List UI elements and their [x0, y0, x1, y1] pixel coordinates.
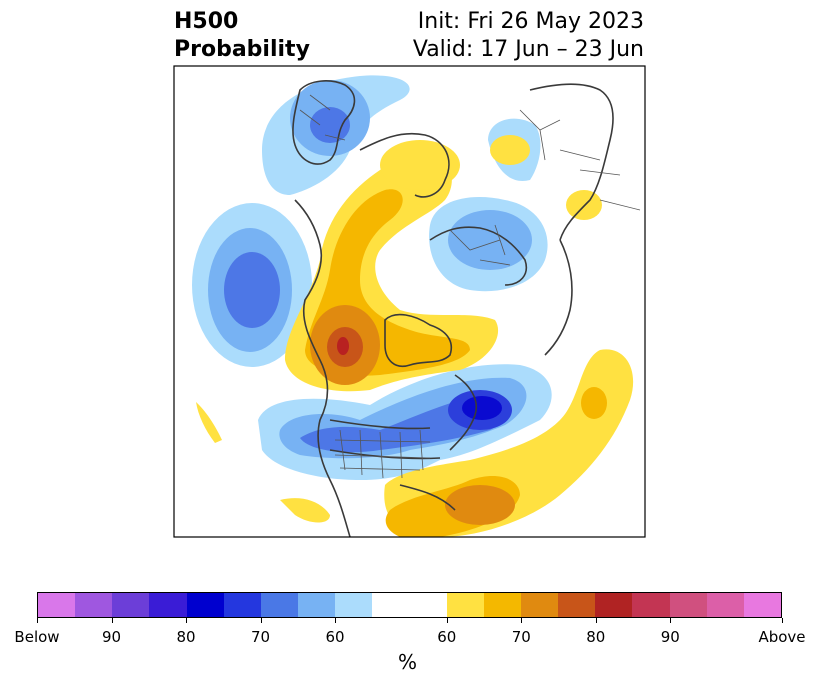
colorbar-segment	[186, 593, 224, 617]
colorbar-segment	[669, 593, 707, 617]
init-date: Init: Fri 26 May 2023	[417, 9, 644, 34]
colorbar-unit: %	[398, 650, 418, 674]
colorbar-tick-label: 70	[511, 628, 531, 646]
colorbar-tickmark	[37, 618, 38, 623]
valid-range: Valid: 17 Jun – 23 Jun	[412, 37, 644, 62]
negative-anomaly-pacific	[192, 203, 312, 367]
colorbar-segment	[632, 593, 670, 617]
colorbar-tickmark	[595, 618, 597, 623]
political-borders	[299, 94, 641, 479]
colorbar-segment	[335, 593, 373, 617]
colorbar-tickmark	[782, 618, 783, 623]
colorbar-segment	[521, 593, 559, 617]
colorbar-tick-label: 80	[176, 628, 196, 646]
colorbar-tickmark	[521, 618, 523, 623]
colorbar-tick-label: 80	[586, 628, 606, 646]
map-frame	[173, 65, 646, 538]
colorbar-tick-label: 60	[437, 628, 457, 646]
colorbar-segment	[558, 593, 596, 617]
coastlines	[292, 80, 614, 537]
colorbar-segment	[446, 593, 484, 617]
colorbar-segment	[149, 593, 187, 617]
colorbar-tick-label: 90	[101, 628, 122, 646]
positive-anomaly-atlantic	[196, 349, 634, 537]
colorbar-segment	[223, 593, 261, 617]
colorbar-segment	[595, 593, 633, 617]
colorbar	[37, 592, 782, 618]
colorbar-tickmark	[186, 618, 187, 623]
title-variable: H500	[174, 9, 239, 34]
colorbar-segment	[298, 593, 336, 617]
map-fields	[174, 66, 645, 537]
colorbar-segment	[38, 593, 76, 617]
colorbar-tickmark	[446, 618, 448, 623]
colorbar-segment	[260, 593, 299, 617]
colorbar-tick-label: 60	[325, 628, 345, 646]
title-right: Init: Fri 26 May 2023 Valid: 17 Jun – 23…	[413, 8, 644, 64]
title-left: H500 Probability	[174, 8, 310, 64]
colorbar-segment	[483, 593, 522, 617]
colorbar-segment	[75, 593, 113, 617]
colorbar-tick-label: Above	[758, 628, 806, 646]
colorbar-segment	[743, 593, 782, 617]
colorbar-tickmark	[260, 618, 262, 623]
colorbar-tick-label: Below	[14, 628, 60, 646]
colorbar-tickmark	[111, 618, 113, 623]
colorbar-tickmark	[670, 618, 672, 623]
colorbar-segment	[706, 593, 744, 617]
colorbar-segment	[372, 593, 447, 617]
colorbar-segment	[112, 593, 150, 617]
positive-anomaly-canada	[285, 135, 602, 392]
colorbar-tick-label: 70	[250, 628, 271, 646]
title-product: Probability	[174, 37, 310, 62]
colorbar-tickmark	[335, 618, 336, 623]
colorbar-tick-label: 90	[660, 628, 680, 646]
